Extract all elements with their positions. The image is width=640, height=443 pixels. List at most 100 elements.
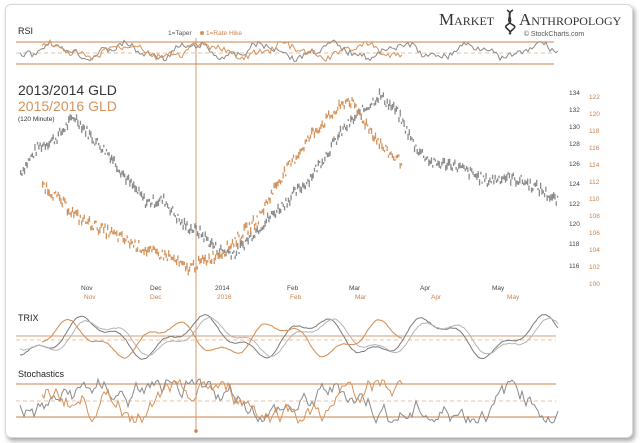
price-bar bbox=[47, 143, 49, 150]
price-bar bbox=[450, 164, 452, 170]
price-bar bbox=[348, 100, 351, 107]
price-bar bbox=[273, 210, 275, 217]
price-bar bbox=[295, 155, 297, 160]
price-bar bbox=[212, 250, 214, 255]
price-bar bbox=[62, 128, 65, 133]
y-tick-2015-112: 112 bbox=[589, 179, 600, 186]
price-bar bbox=[516, 180, 518, 185]
price-bar bbox=[97, 229, 100, 236]
price-bar bbox=[373, 102, 375, 106]
price-bar bbox=[169, 209, 171, 216]
price-bar bbox=[153, 246, 156, 251]
price-bar bbox=[330, 115, 332, 118]
price-bar bbox=[313, 131, 315, 139]
price-bar bbox=[200, 258, 202, 263]
price-bar bbox=[357, 110, 360, 114]
price-bar bbox=[218, 252, 221, 259]
price-bar bbox=[517, 181, 520, 185]
price-bar bbox=[298, 151, 300, 159]
price-bar bbox=[139, 249, 141, 253]
price-bar bbox=[489, 177, 491, 182]
price-bar bbox=[265, 218, 267, 224]
price-bar bbox=[506, 174, 508, 181]
price-bar bbox=[116, 165, 118, 173]
price-bar bbox=[524, 179, 526, 185]
price-bar bbox=[469, 166, 472, 171]
price-bar bbox=[261, 226, 264, 231]
price-bar bbox=[282, 172, 284, 179]
y-tick-2013-120: 120 bbox=[569, 221, 580, 228]
trix-line-2015 bbox=[41, 318, 403, 359]
price-bar bbox=[65, 201, 67, 204]
price-bar bbox=[280, 208, 282, 214]
price-bar bbox=[65, 122, 67, 126]
price-bar bbox=[61, 202, 63, 208]
price-bar bbox=[282, 203, 284, 208]
price-bar bbox=[342, 126, 344, 130]
price-bar bbox=[251, 221, 253, 224]
trix-signal-2013 bbox=[19, 316, 559, 358]
price-bar bbox=[179, 260, 182, 263]
price-bar bbox=[177, 213, 179, 216]
price-bar bbox=[296, 155, 299, 159]
price-bar bbox=[332, 138, 334, 142]
x-tick-2013-may: May bbox=[492, 285, 505, 292]
price-bar bbox=[380, 138, 382, 144]
price-bar bbox=[173, 212, 175, 216]
price-bar bbox=[294, 161, 296, 164]
price-bar bbox=[142, 249, 144, 252]
price-bar bbox=[272, 192, 274, 195]
price-bar bbox=[200, 233, 202, 238]
price-bar bbox=[52, 134, 54, 140]
price-bar bbox=[174, 215, 176, 218]
price-bar bbox=[90, 226, 92, 231]
price-bar bbox=[413, 146, 416, 153]
price-bar bbox=[248, 222, 250, 226]
price-bar bbox=[187, 269, 189, 276]
price-bar bbox=[404, 130, 407, 134]
price-bar bbox=[137, 191, 139, 195]
price-bar bbox=[354, 114, 356, 121]
price-bar bbox=[181, 260, 183, 265]
price-bar bbox=[273, 182, 275, 189]
price-bar bbox=[225, 252, 227, 255]
price-bar bbox=[546, 195, 548, 201]
price-bar bbox=[73, 211, 75, 219]
price-bar bbox=[255, 228, 257, 233]
price-bar bbox=[326, 152, 329, 158]
price-bar bbox=[34, 143, 36, 151]
price-bar bbox=[23, 167, 26, 175]
price-bar bbox=[64, 197, 66, 203]
price-bar bbox=[287, 161, 289, 165]
y-tick-2013-116: 116 bbox=[569, 263, 580, 270]
price-bar bbox=[21, 172, 23, 177]
price-bar bbox=[48, 189, 50, 197]
price-bar bbox=[203, 238, 205, 243]
price-bar bbox=[60, 197, 62, 204]
price-bar bbox=[278, 208, 280, 214]
price-bar bbox=[480, 171, 482, 175]
price-bar bbox=[277, 180, 279, 187]
price-bar bbox=[189, 228, 191, 235]
price-bar bbox=[191, 229, 193, 234]
price-bar bbox=[135, 248, 137, 252]
price-bar bbox=[412, 139, 414, 142]
price-bar bbox=[72, 117, 74, 120]
price-bar bbox=[460, 165, 462, 169]
price-bar bbox=[202, 232, 204, 237]
price-bar bbox=[259, 210, 261, 213]
price-bar bbox=[214, 254, 217, 261]
price-bar bbox=[88, 216, 91, 222]
price-bar bbox=[113, 156, 115, 162]
price-bar bbox=[484, 178, 486, 182]
price-bar bbox=[383, 150, 386, 153]
price-bar bbox=[244, 222, 247, 229]
price-bar bbox=[378, 143, 380, 149]
price-bar bbox=[114, 163, 117, 167]
x-tick-2015-dec: Dec bbox=[150, 294, 162, 301]
price-bar bbox=[403, 120, 405, 127]
y-tick-2013-128: 128 bbox=[569, 141, 580, 148]
price-bar bbox=[138, 239, 140, 244]
price-bar bbox=[393, 101, 395, 108]
price-bar bbox=[31, 152, 33, 158]
